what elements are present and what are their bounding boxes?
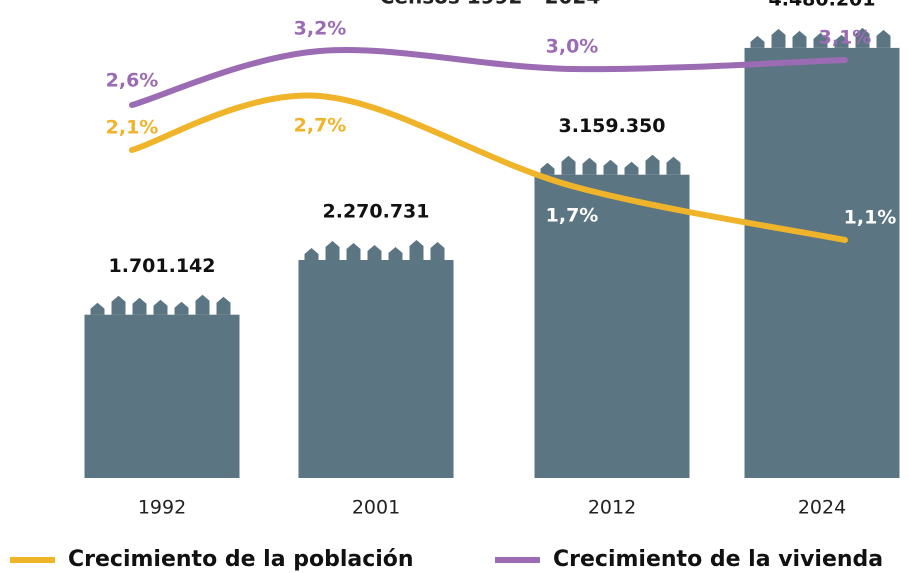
- rooftop: [389, 247, 403, 260]
- line-value-label: 3,2%: [294, 18, 347, 40]
- rooftop: [772, 29, 786, 48]
- rooftop: [368, 245, 382, 260]
- line-value-label: 2,6%: [106, 70, 159, 92]
- rooftop: [196, 295, 210, 315]
- bar-value-label: 4.480.201: [769, 0, 876, 10]
- rooftop: [175, 302, 189, 315]
- rooftop: [562, 156, 576, 175]
- rooftop: [604, 160, 618, 175]
- line: [132, 50, 845, 105]
- line-value-label: 1,7%: [546, 205, 599, 227]
- rooftop: [217, 297, 231, 315]
- line-value-label: 2,7%: [294, 115, 347, 137]
- rooftop: [541, 163, 555, 175]
- rooftop: [326, 241, 340, 260]
- rooftop: [877, 30, 891, 48]
- rooftop: [431, 242, 445, 260]
- rooftop: [347, 243, 361, 260]
- rooftop: [646, 155, 660, 175]
- line-value-label: 2,1%: [106, 117, 159, 139]
- chart-title: Censos 1992 - 2024: [380, 0, 601, 9]
- bar-value-label: 3.159.350: [559, 115, 666, 137]
- rooftop: [667, 157, 681, 175]
- rooftop: [751, 36, 765, 48]
- line-value-label: 1,1%: [844, 207, 897, 229]
- x-tick-label: 2012: [588, 497, 636, 519]
- chart: Censos 1992 - 2024 1992 1.701.142 2001 2.27…: [0, 0, 909, 573]
- rooftop: [133, 298, 147, 315]
- rooftop: [154, 300, 168, 315]
- bar-value-label: 2.270.731: [323, 201, 430, 223]
- x-tick-label: 1992: [138, 497, 186, 519]
- line: [132, 96, 845, 240]
- rooftop: [793, 31, 807, 48]
- line-value-label: 3,1%: [819, 27, 872, 49]
- bar: [85, 315, 240, 478]
- rooftop: [305, 248, 319, 260]
- rooftop: [91, 303, 105, 315]
- rooftop: [583, 158, 597, 175]
- line-value-label: 3,0%: [546, 36, 599, 58]
- rooftop: [410, 240, 424, 260]
- rooftop: [625, 162, 639, 175]
- legend-label: Crecimiento de la población: [68, 547, 414, 572]
- bar-value-label: 1.701.142: [109, 255, 216, 277]
- x-tick-label: 2024: [798, 497, 846, 519]
- bar: [299, 260, 454, 478]
- x-tick-label: 2001: [352, 497, 400, 519]
- legend-label: Crecimiento de la vivienda: [553, 547, 883, 572]
- rooftop: [112, 296, 126, 315]
- bar: [745, 48, 900, 478]
